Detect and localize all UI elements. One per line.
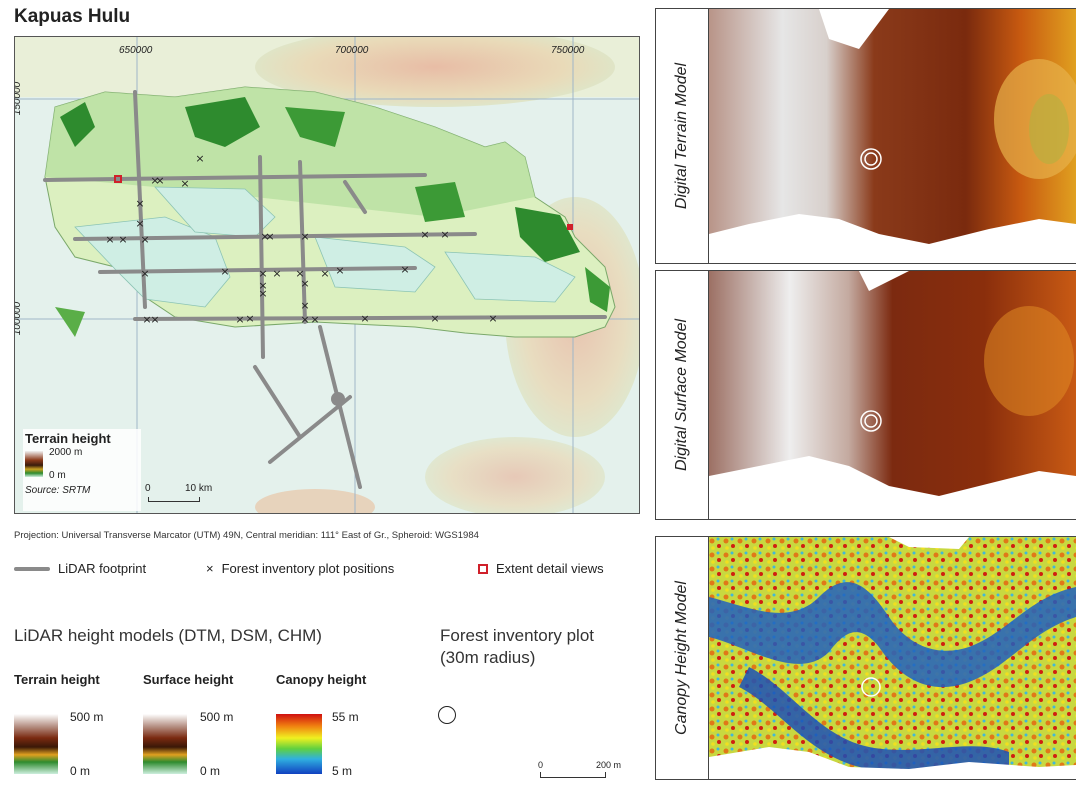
- terrain-legend-title: Terrain height: [25, 431, 111, 446]
- extent-marker-2: [567, 224, 573, 230]
- chm-label-strip: Canopy Height Model: [656, 537, 709, 779]
- plot-legend-heading: Forest inventory plot: [440, 626, 595, 645]
- dtm-label: Digital Terrain Model: [673, 62, 690, 210]
- svg-text:×: ×: [258, 267, 267, 280]
- plot-legend-subheading: (30m radius): [440, 648, 536, 667]
- dsm-label: Digital Surface Model: [673, 318, 690, 472]
- svg-text:×: ×: [142, 313, 151, 326]
- svg-text:×: ×: [300, 230, 309, 243]
- surface-gradient-legend: [143, 714, 187, 774]
- x-tick: 700000: [335, 45, 369, 56]
- surface-height-label: Surface height: [143, 672, 234, 687]
- legend-extent: Extent detail views: [478, 561, 604, 576]
- terrain-height-label: Terrain height: [14, 672, 100, 687]
- plot-markers: × ×× × × ×× × × ×× × × × × × × × × × × × ××× × ×× ×…: [105, 152, 497, 326]
- svg-text:×: ×: [360, 312, 369, 325]
- svg-text:×: ×: [258, 287, 267, 300]
- svg-text:×: ×: [150, 313, 159, 326]
- map-canvas: × ×× × × ×× × × ×× × × × × × × × × × × × ××× × ×× ×…: [15, 37, 639, 513]
- svg-text:×: ×: [320, 267, 329, 280]
- projection-note: Projection: Universal Transverse Marcato…: [14, 530, 479, 541]
- map-scale-start: 0: [145, 483, 151, 494]
- svg-text:×: ×: [180, 177, 189, 190]
- surface-min-val: 0 m: [200, 764, 221, 778]
- svg-text:×: ×: [150, 174, 159, 187]
- map-scale-end: 10 km: [185, 483, 213, 494]
- lidar-cluster: [331, 392, 345, 406]
- svg-text:×: ×: [300, 313, 309, 326]
- dsm-label-strip: Digital Surface Model: [656, 271, 709, 519]
- height-models-heading: LiDAR height models (DTM, DSM, CHM): [14, 626, 322, 645]
- svg-text:×: ×: [245, 312, 254, 325]
- map-title: Kapuas Hulu: [14, 6, 131, 27]
- chm-panel[interactable]: Canopy Height Model: [655, 536, 1076, 780]
- canopy-gradient-legend: [276, 714, 322, 774]
- svg-text:×: ×: [135, 217, 144, 230]
- svg-text:×: ×: [300, 277, 309, 290]
- terrain-max-val: 500 m: [70, 710, 104, 724]
- svg-text:×: ×: [105, 233, 114, 246]
- svg-text:×: ×: [140, 233, 149, 246]
- svg-text:×: ×: [440, 228, 449, 241]
- dsm-image: [709, 271, 1076, 519]
- terrain-gradient-legend: [14, 714, 58, 774]
- legend-lidar: LiDAR footprint: [14, 561, 146, 576]
- terrain-legend: Terrain height 2000 m 0 m Source: SRTM: [23, 429, 141, 511]
- detail-scale-start: 0: [538, 760, 544, 770]
- extent-marker: [114, 175, 122, 183]
- y-tick: 150000: [14, 81, 24, 116]
- terrain-min-val: 0 m: [70, 764, 91, 778]
- legend-extent-label: Extent detail views: [496, 561, 604, 576]
- svg-text:×: ×: [335, 264, 344, 277]
- svg-text:×: ×: [400, 263, 409, 276]
- dtm-image: [709, 9, 1076, 263]
- terrain-gradient: [25, 451, 43, 477]
- plot-circle-icon: [438, 706, 456, 724]
- svg-text:×: ×: [265, 230, 274, 243]
- terrain-max: 2000 m: [49, 447, 83, 458]
- extent-square-icon: [478, 563, 488, 574]
- map-scale-bar: [148, 497, 200, 502]
- svg-text:×: ×: [235, 313, 244, 326]
- svg-text:×: ×: [300, 299, 309, 312]
- detail-scale-end: 200 m: [596, 760, 622, 770]
- svg-text:×: ×: [310, 313, 319, 326]
- chm-image: [709, 537, 1076, 779]
- terrain-source: Source: SRTM: [25, 485, 91, 496]
- overview-map[interactable]: × × × × × × × × × × × × × × × × × × × × × × × × × × × × ×…: [14, 36, 640, 514]
- legend-plots-label: Forest inventory plot positions: [221, 561, 395, 576]
- terrain-min: 0 m: [49, 470, 66, 481]
- svg-text:×: ×: [258, 279, 267, 292]
- dtm-label-strip: Digital Terrain Model: [656, 9, 709, 263]
- lidar-footprints: [43, 90, 607, 489]
- svg-text:×: ×: [118, 233, 127, 246]
- svg-text:×: ×: [295, 267, 304, 280]
- surface-max-val: 500 m: [200, 710, 234, 724]
- svg-text:×: ×: [488, 312, 497, 325]
- svg-text:×: ×: [430, 312, 439, 325]
- lidar-swatch: [14, 566, 50, 571]
- detail-scale-bar: [540, 772, 606, 778]
- canopy-height-label: Canopy height: [276, 672, 367, 687]
- svg-text:×: ×: [140, 267, 149, 280]
- svg-text:×: ×: [155, 174, 164, 187]
- x-tick: 750000: [551, 45, 585, 56]
- svg-text:×: ×: [272, 267, 281, 280]
- legend-lidar-label: LiDAR footprint: [58, 561, 147, 576]
- canopy-max-val: 55 m: [332, 710, 359, 724]
- svg-text:×: ×: [420, 228, 429, 241]
- canopy-min-val: 5 m: [332, 764, 353, 778]
- chm-label: Canopy Height Model: [673, 581, 690, 735]
- dsm-panel[interactable]: Digital Surface Model: [655, 270, 1076, 520]
- svg-text:×: ×: [195, 152, 204, 165]
- dtm-panel[interactable]: Digital Terrain Model: [655, 8, 1076, 264]
- svg-text:×: ×: [220, 265, 229, 278]
- svg-text:×: ×: [260, 230, 269, 243]
- svg-text:×: ×: [135, 197, 144, 210]
- legend-plots: × Forest inventory plot positions: [206, 561, 394, 576]
- y-tick: 100000: [14, 301, 24, 336]
- x-tick: 650000: [119, 45, 153, 56]
- cross-icon: ×: [206, 561, 214, 576]
